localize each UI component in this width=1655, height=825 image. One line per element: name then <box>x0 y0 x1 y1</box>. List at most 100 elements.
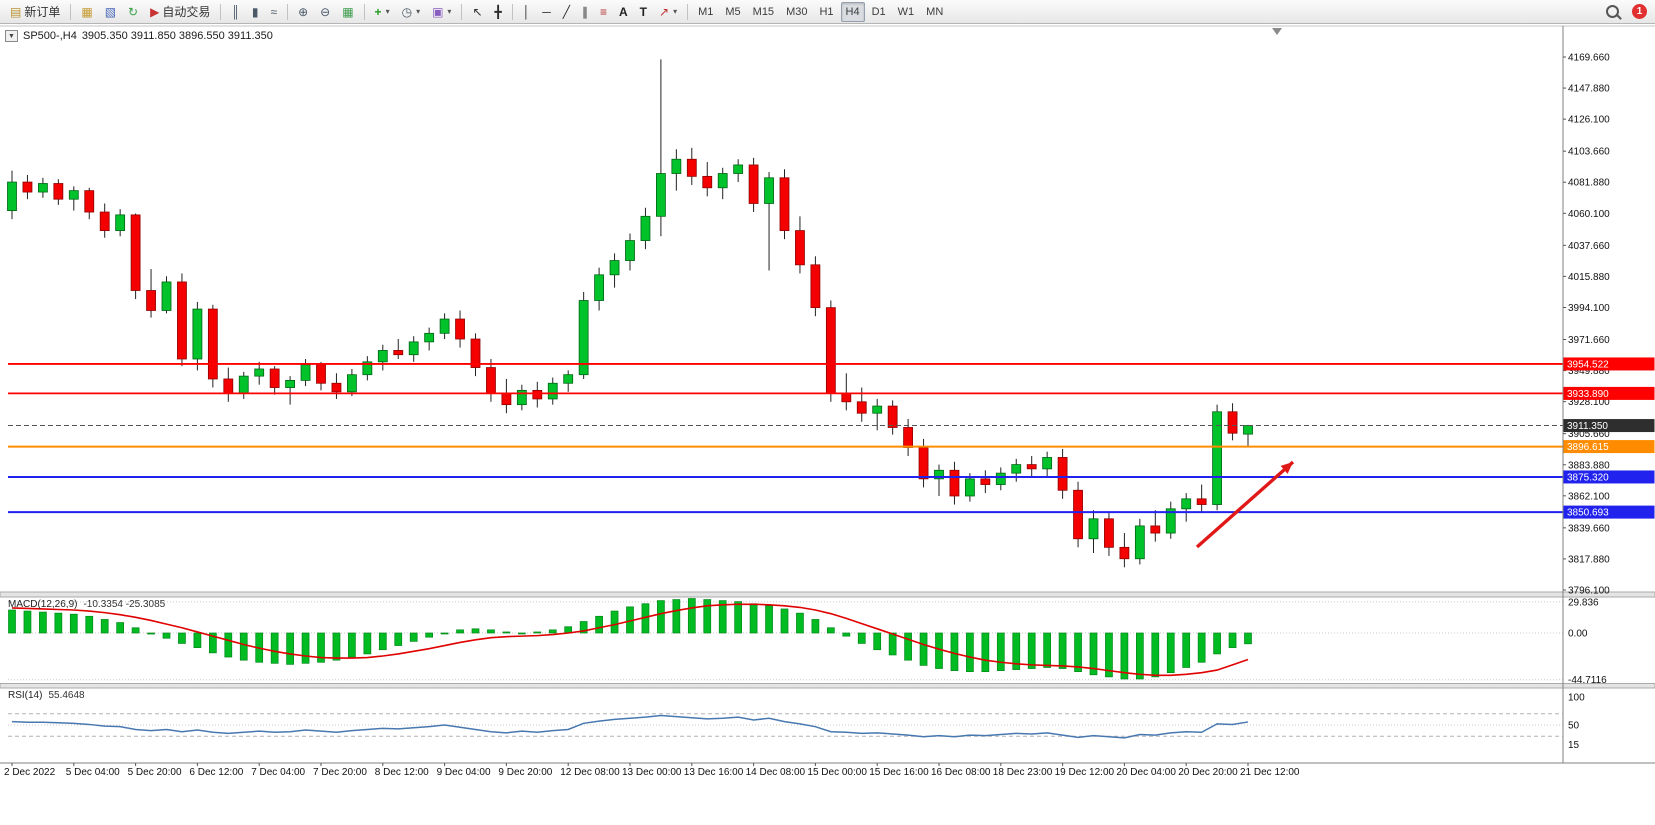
line-chart-icon: ≈ <box>270 4 278 19</box>
fibonacci-icon: ≡ <box>599 4 607 19</box>
crosshair-button[interactable]: ╋ <box>490 2 507 22</box>
panel-separator-rsi[interactable] <box>0 683 1655 689</box>
vertical-line-icon: │ <box>522 4 531 19</box>
zoom-in-icon: ⊕ <box>298 4 309 19</box>
arrows-button[interactable]: ↗ ▾ <box>654 2 682 22</box>
tf-mn-label: MN <box>926 5 944 18</box>
tf-m15-label: M15 <box>752 5 775 18</box>
time-tick-label: 14 Dec 08:00 <box>746 767 806 778</box>
tf-m30-button[interactable]: M30 <box>781 2 812 22</box>
macd-tick-label: 29.836 <box>1568 597 1599 608</box>
trendline-icon: ╱ <box>562 4 570 19</box>
text-button[interactable]: A <box>614 2 633 22</box>
macd-values: -10.3354 -25.3085 <box>83 599 166 610</box>
main-toolbar: ▤ 新订单 ▦ ▧ ↻ ▶ 自动交易 ║ ▮ ≈ ⊕ ⊖ ▦ + ▾ ◷ ▾ ▣ ▾ ↖ ╋ │ ─ ╱ ∥ ≡ A T ↗ ▾ M1 M5 M… <box>0 0 1655 24</box>
tf-h1-button[interactable]: H1 <box>814 2 838 22</box>
fibonacci-button[interactable]: ≡ <box>595 2 612 22</box>
tf-m15-button[interactable]: M15 <box>748 2 779 22</box>
price-tick-label: 4037.660 <box>1568 241 1610 252</box>
text-label-icon: T <box>639 4 648 19</box>
price-tick-label: 3796.100 <box>1568 585 1610 596</box>
price-tick-label: 4015.880 <box>1568 272 1610 283</box>
toolbar-right: 1 <box>1600 2 1651 22</box>
cursor-button[interactable]: ↖ <box>467 2 487 22</box>
price-tick-label: 4126.100 <box>1568 115 1610 126</box>
line-chart-button[interactable]: ≈ <box>265 2 282 22</box>
toolbar-buttons: ▤ 新订单 ▦ ▧ ↻ ▶ 自动交易 ║ ▮ ≈ ⊕ ⊖ ▦ + ▾ ◷ ▾ ▣ ▾ ↖ ╋ │ ─ ╱ ∥ ≡ A T ↗ ▾ M1 M5 M… <box>4 0 949 23</box>
new-order-label: 新订单 <box>24 5 61 19</box>
algo-trading-icon: ▶ <box>150 4 160 19</box>
toolbar-separator <box>70 3 72 20</box>
price-tag-label: 3896.615 <box>1567 442 1609 453</box>
tf-h4-button[interactable]: H4 <box>840 1 865 22</box>
toolbar-separator <box>287 3 289 20</box>
toolbar-separator <box>363 3 365 20</box>
chart-shift-marker[interactable] <box>1272 28 1282 35</box>
time-tick-label: 16 Dec 08:00 <box>931 767 991 778</box>
vertical-line-button[interactable]: │ <box>518 2 536 22</box>
price-tag-3875.320 <box>1563 470 1655 484</box>
caret-down-icon: ▾ <box>385 7 390 16</box>
panel-separator-macd[interactable] <box>0 591 1655 598</box>
periods-icon: ◷ <box>401 4 413 19</box>
notification-badge[interactable]: 1 <box>1632 4 1647 19</box>
text-label-button[interactable]: T <box>635 2 652 22</box>
time-tick-label: 7 Dec 04:00 <box>251 767 305 778</box>
time-tick-label: 8 Dec 12:00 <box>375 767 429 778</box>
macd-signal-line <box>11 603 1249 677</box>
algo-trading-label: 自动交易 <box>162 5 211 19</box>
time-tick-label: 5 Dec 20:00 <box>128 767 182 778</box>
price-tick-label: 3817.880 <box>1568 554 1610 565</box>
time-tick-label: 20 Dec 20:00 <box>1178 767 1238 778</box>
tf-d1-button[interactable]: D1 <box>867 2 891 22</box>
trend-arrow[interactable] <box>1195 460 1295 549</box>
bar-chart-icon: ║ <box>231 4 240 19</box>
price-tag-label: 3954.522 <box>1567 359 1609 370</box>
text-icon: A <box>619 4 628 19</box>
new-order-icon: ▤ <box>10 4 22 19</box>
price-tag-3911.350 <box>1563 419 1655 433</box>
channel-button[interactable]: ∥ <box>577 2 593 22</box>
search-button[interactable] <box>1601 2 1624 22</box>
tf-m5-button[interactable]: M5 <box>720 2 745 22</box>
trendline-button[interactable]: ╱ <box>558 2 575 22</box>
refresh-button[interactable]: ↻ <box>123 2 143 22</box>
profiles-button[interactable]: ▧ <box>100 2 121 22</box>
rsi-tick-label: 100 <box>1568 693 1585 704</box>
objects-icon: ▣ <box>432 4 444 19</box>
new-chart-icon: ▦ <box>81 4 93 19</box>
tile-windows-icon: ▦ <box>342 4 354 19</box>
zoom-out-button[interactable]: ⊖ <box>315 2 335 22</box>
new-chart-button[interactable]: ▦ <box>76 2 97 22</box>
trend-arrow-head <box>1280 462 1293 474</box>
arrows-icon: ↗ <box>659 4 670 19</box>
tf-mn-button[interactable]: MN <box>921 2 948 22</box>
chart-canvas[interactable]: 4169.660 4147.880 4126.100 4103.660 4081.880… <box>0 24 1655 825</box>
price-tag-3933.890 <box>1563 386 1655 400</box>
price-tag-label: 3850.693 <box>1567 508 1609 519</box>
tf-m5-label: M5 <box>725 5 741 18</box>
price-tick-label: 3839.660 <box>1568 523 1610 534</box>
price-tag-label: 3875.320 <box>1567 472 1609 483</box>
indicators-button[interactable]: + ▾ <box>370 2 395 22</box>
new-order-button[interactable]: ▤ 新订单 <box>5 2 65 22</box>
tf-m1-label: M1 <box>698 5 714 18</box>
periods-button[interactable]: ◷ ▾ <box>397 2 426 22</box>
time-tick-label: 2 Dec 2022 <box>4 767 56 778</box>
candle-chart-button[interactable]: ▮ <box>247 2 264 22</box>
algo-trading-button[interactable]: ▶ 自动交易 <box>145 2 215 22</box>
horizontal-line-button[interactable]: ─ <box>537 2 556 22</box>
rsi-tick-label: 50 <box>1568 721 1580 732</box>
zoom-in-button[interactable]: ⊕ <box>293 2 313 22</box>
time-tick-label: 21 Dec 12:00 <box>1240 767 1300 778</box>
tile-windows-button[interactable]: ▦ <box>337 2 358 22</box>
price-tick-label: 3883.880 <box>1568 460 1610 471</box>
tf-w1-button[interactable]: W1 <box>893 2 920 22</box>
symbol-ohlc-values: 3905.350 3911.850 3896.550 3911.350 <box>81 30 273 42</box>
tf-m1-button[interactable]: M1 <box>693 2 718 22</box>
objects-button[interactable]: ▣ ▾ <box>427 2 456 22</box>
time-tick-label: 6 Dec 12:00 <box>189 767 243 778</box>
bar-chart-button[interactable]: ║ <box>226 2 245 22</box>
time-tick-label: 19 Dec 12:00 <box>1055 767 1115 778</box>
collapse-objects-button[interactable]: ▼ <box>5 30 18 42</box>
